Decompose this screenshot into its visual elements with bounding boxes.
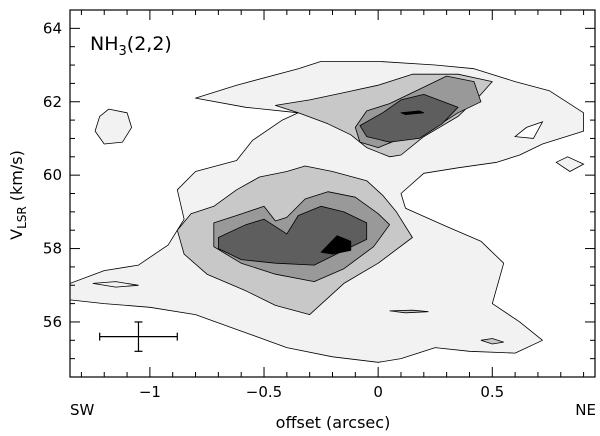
contour-level-5-region-9 (400, 110, 425, 115)
x-axis-label: offset (arcsec) (276, 413, 391, 432)
contour-island-1 (92, 281, 139, 288)
y-tick-label: 62 (43, 93, 62, 111)
x-tick-label: −0.5 (246, 383, 282, 401)
contour-level-5-region-8 (320, 235, 352, 255)
axis-tick-labels: −1 −0.5 0 0.5 56 58 60 62 64 (43, 19, 504, 401)
y-tick-label: 58 (43, 240, 62, 258)
contour-island-3 (389, 309, 429, 314)
contour-island-0 (555, 156, 585, 172)
panel-label: NH3(2,2) (90, 33, 172, 59)
y-axis-label: VLSR (km/s) (7, 150, 29, 240)
error-bar (99, 321, 178, 352)
corner-label-left: SW (70, 401, 95, 419)
contour-hole-0 (514, 121, 544, 139)
contour-level-1-region-1 (94, 108, 132, 145)
y-tick-label: 64 (43, 19, 62, 37)
y-tick-label: 60 (43, 166, 62, 184)
contour-level-4-region-7 (359, 94, 459, 143)
y-tick-label: 56 (43, 313, 62, 331)
axis-ticks (70, 9, 595, 377)
x-tick-label: 0 (373, 383, 383, 401)
contour-fill-layer (70, 61, 585, 363)
x-tick-label: 0.5 (480, 383, 504, 401)
x-tick-label: −1 (139, 383, 161, 401)
contour-island-2 (480, 338, 504, 345)
corner-label-right: NE (575, 401, 596, 419)
